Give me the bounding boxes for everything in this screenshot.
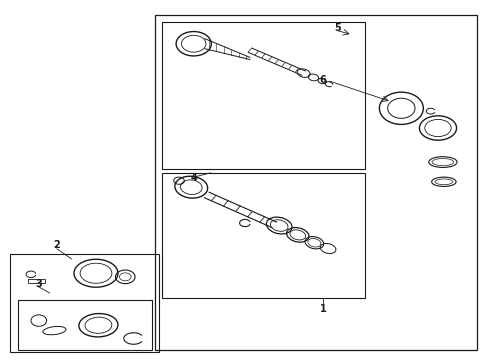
Bar xyxy=(27,279,45,283)
Text: 6: 6 xyxy=(320,75,326,85)
Bar xyxy=(162,22,365,169)
Text: 2: 2 xyxy=(53,239,60,249)
Bar xyxy=(18,300,152,350)
Text: 3: 3 xyxy=(35,279,42,289)
Text: 4: 4 xyxy=(190,173,197,183)
Text: 1: 1 xyxy=(320,304,326,314)
Bar xyxy=(162,173,365,298)
Text: 5: 5 xyxy=(335,23,341,33)
Bar xyxy=(10,253,159,352)
Bar xyxy=(155,15,477,350)
